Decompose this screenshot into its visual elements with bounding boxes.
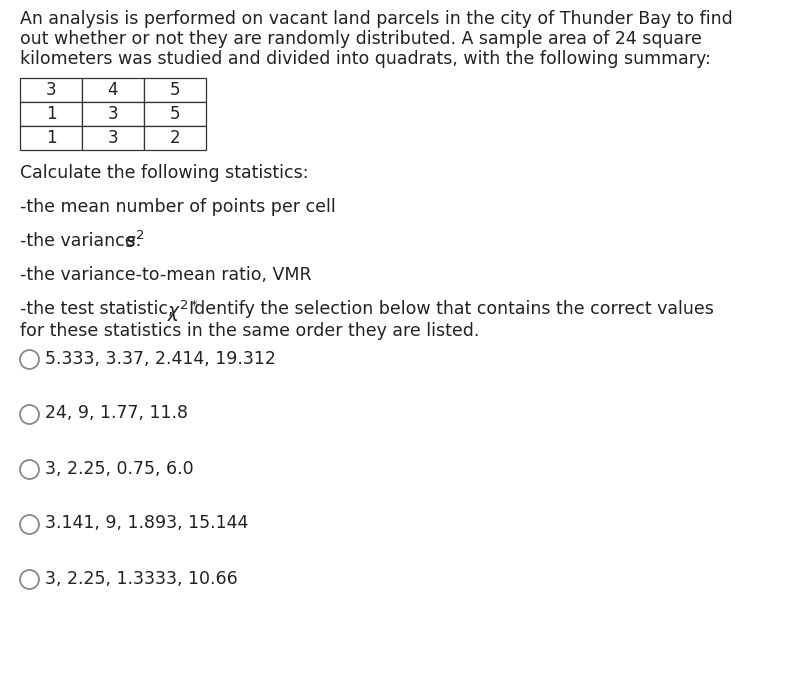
Text: 3, 2.25, 1.3333, 10.66: 3, 2.25, 1.3333, 10.66 xyxy=(45,569,237,587)
Circle shape xyxy=(20,350,39,369)
Text: for these statistics in the same order they are listed.: for these statistics in the same order t… xyxy=(20,322,479,340)
Bar xyxy=(20,78,82,102)
Text: $s^2$: $s^2$ xyxy=(125,231,145,253)
Text: 5: 5 xyxy=(170,81,180,99)
Text: An analysis is performed on vacant land parcels in the city of Thunder Bay to fi: An analysis is performed on vacant land … xyxy=(20,10,733,28)
Text: 3: 3 xyxy=(108,129,119,147)
Text: -the variance:: -the variance: xyxy=(20,232,147,250)
Text: 3, 2.25, 0.75, 6.0: 3, 2.25, 0.75, 6.0 xyxy=(45,460,193,477)
Bar xyxy=(144,78,206,102)
Text: -the test statistic,: -the test statistic, xyxy=(20,300,179,318)
Text: Identify the selection below that contains the correct values: Identify the selection below that contai… xyxy=(189,300,714,318)
Text: 3.141, 9, 1.893, 15.144: 3.141, 9, 1.893, 15.144 xyxy=(45,515,248,533)
Circle shape xyxy=(20,515,39,534)
Text: 3: 3 xyxy=(108,105,119,123)
Text: 1: 1 xyxy=(46,129,57,147)
Text: -the mean number of points per cell: -the mean number of points per cell xyxy=(20,198,336,216)
Text: 5: 5 xyxy=(170,105,180,123)
Text: 3: 3 xyxy=(46,81,57,99)
Bar xyxy=(20,102,82,126)
Text: 2: 2 xyxy=(170,129,180,147)
Bar xyxy=(144,126,206,150)
Text: -the variance-to-mean ratio, VMR: -the variance-to-mean ratio, VMR xyxy=(20,266,311,284)
Bar xyxy=(82,102,144,126)
Bar xyxy=(20,126,82,150)
Circle shape xyxy=(20,405,39,424)
Text: 1: 1 xyxy=(46,105,57,123)
Text: 24, 9, 1.77, 11.8: 24, 9, 1.77, 11.8 xyxy=(45,404,188,422)
Text: $\chi^{2*}$: $\chi^{2*}$ xyxy=(167,299,200,324)
Text: Calculate the following statistics:: Calculate the following statistics: xyxy=(20,164,308,182)
Bar xyxy=(82,78,144,102)
Bar xyxy=(82,126,144,150)
Text: 4: 4 xyxy=(108,81,118,99)
Circle shape xyxy=(20,570,39,589)
Text: out whether or not they are randomly distributed. A sample area of 24 square: out whether or not they are randomly dis… xyxy=(20,30,702,48)
Text: 5.333, 3.37, 2.414, 19.312: 5.333, 3.37, 2.414, 19.312 xyxy=(45,350,276,368)
Bar xyxy=(144,102,206,126)
Circle shape xyxy=(20,460,39,479)
Text: kilometers was studied and divided into quadrats, with the following summary:: kilometers was studied and divided into … xyxy=(20,50,711,68)
